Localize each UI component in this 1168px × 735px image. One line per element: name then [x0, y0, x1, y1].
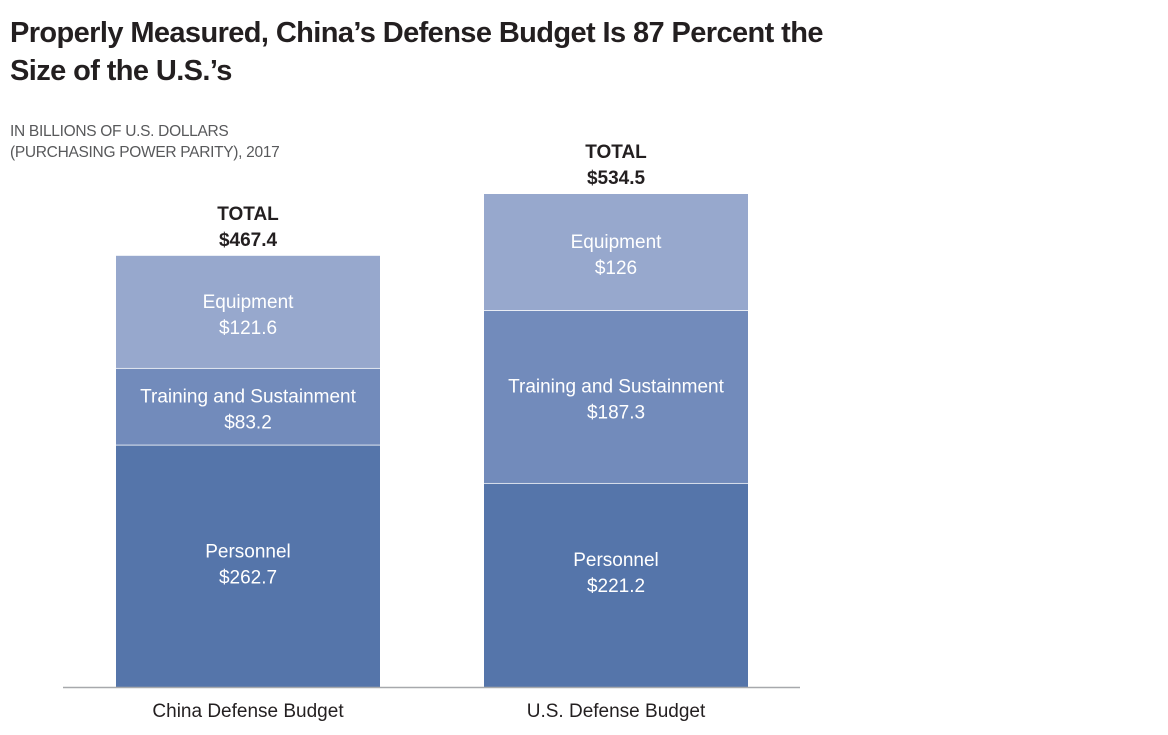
- bar-segment-u-s-defense-budget-personnel: [484, 482, 748, 687]
- category-label-u-s-defense-budget: U.S. Defense Budget: [527, 701, 706, 722]
- segment-label-name: Training and Sustainment: [508, 377, 725, 398]
- total-label-heading: TOTAL: [585, 142, 647, 163]
- bar-segment-china-defense-budget-training-and-sustainment: [116, 367, 380, 445]
- segment-label-name: Equipment: [571, 232, 663, 253]
- bar-segment-u-s-defense-budget-equipment: [484, 194, 748, 311]
- segment-label-value: $121.6: [219, 318, 277, 339]
- segment-label-value: $187.3: [587, 403, 645, 424]
- subtitle-line-units: IN BILLIONS OF U.S. DOLLARS: [10, 123, 229, 140]
- segment-label-value: $126: [595, 258, 637, 279]
- chart-title: Properly Measured, China’s Defense Budge…: [10, 17, 823, 87]
- total-label-value: $534.5: [587, 168, 646, 189]
- bar-segment-china-defense-budget-personnel: [116, 444, 380, 687]
- labels-group: Personnel $262.7 Training and Sustainment $…: [140, 142, 725, 722]
- bar-segment-china-defense-budget-equipment: [116, 255, 380, 368]
- total-label-value: $467.4: [219, 230, 278, 251]
- category-label-china-defense-budget: China Defense Budget: [152, 701, 344, 722]
- segment-label-name: Training and Sustainment: [140, 386, 357, 407]
- chart-subtitle: IN BILLIONS OF U.S. DOLLARS (PURCHASING …: [10, 121, 280, 163]
- segment-label-value: $262.7: [219, 568, 277, 589]
- bar-segment-u-s-defense-budget-training-and-sustainment: [484, 310, 748, 483]
- bars-group: [116, 194, 748, 687]
- segment-label-value: $221.2: [587, 576, 645, 597]
- segment-label-name: Equipment: [203, 292, 295, 313]
- subtitle-line-basis: (PURCHASING POWER PARITY), 2017: [10, 144, 280, 161]
- segment-label-name: Personnel: [205, 542, 291, 563]
- segment-label-value: $83.2: [224, 412, 272, 433]
- total-label-heading: TOTAL: [217, 204, 279, 225]
- segment-label-name: Personnel: [573, 550, 659, 571]
